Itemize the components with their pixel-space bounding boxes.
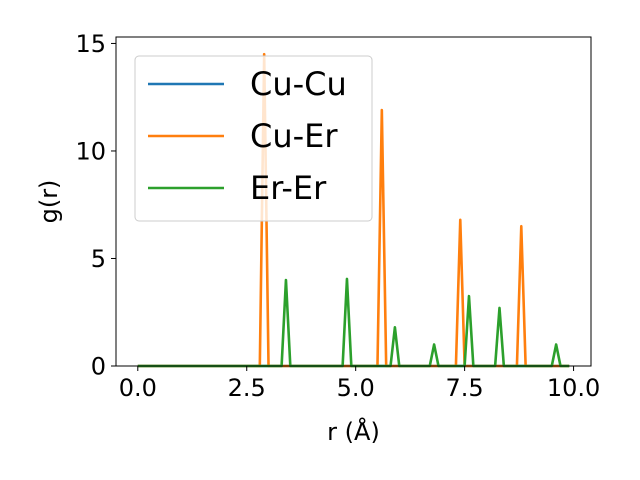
y-axis: 0 5 10 15 (75, 30, 116, 381)
x-tick-label: 10.0 (547, 374, 600, 402)
x-axis-label: r (Å) (327, 417, 380, 446)
y-tick-label: 0 (91, 353, 106, 381)
x-tick-label: 7.5 (446, 374, 484, 402)
plot-frame (115, 36, 592, 367)
legend-box (134, 55, 373, 222)
legend-label-1: Cu-Er (250, 117, 338, 155)
y-tick-label: 5 (91, 245, 106, 273)
x-tick-label: 0.0 (119, 374, 157, 402)
legend-label-0: Cu-Cu (250, 65, 347, 103)
x-tick-label: 5.0 (337, 374, 375, 402)
y-axis-label: g(r) (35, 180, 63, 224)
legend: Cu-Cu Cu-Er Er-Er (134, 55, 373, 222)
x-axis: 0.0 2.5 5.0 7.5 10.0 (119, 366, 600, 402)
y-tick-label: 15 (75, 30, 106, 58)
x-tick-label: 2.5 (228, 374, 266, 402)
y-tick-label: 10 (75, 137, 106, 165)
legend-label-2: Er-Er (250, 169, 327, 207)
